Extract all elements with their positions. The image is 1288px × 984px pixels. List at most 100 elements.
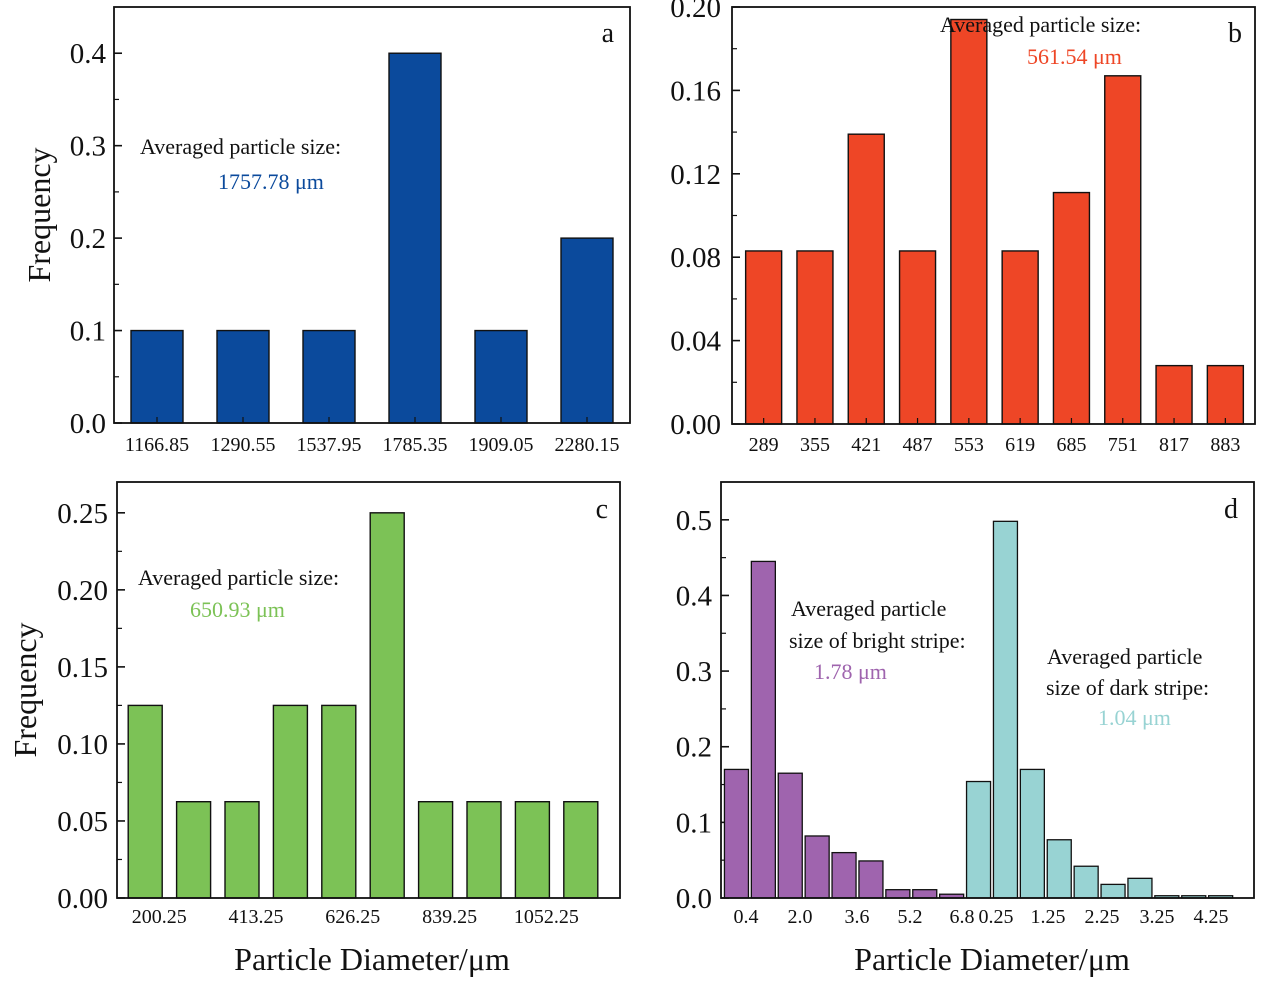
xtick-label: 0.25: [979, 906, 1014, 928]
bar: [1052, 191, 1091, 425]
bar: [1155, 364, 1193, 425]
xtick-label: 289: [749, 434, 779, 456]
bar: [302, 329, 356, 424]
xtick-label: 355: [800, 434, 830, 456]
bar-dark: [1046, 839, 1072, 899]
annotation-label: Averaged particle size:: [138, 565, 339, 590]
bar: [847, 133, 885, 425]
bar: [127, 704, 163, 899]
bar-bright: [885, 889, 911, 899]
bar: [224, 801, 260, 899]
bar-dark: [992, 520, 1019, 899]
xtick-label: 626.25: [325, 906, 380, 928]
bar: [898, 250, 937, 425]
ytick-label: 0.04: [670, 326, 721, 358]
bar: [417, 801, 454, 899]
plot-frame: [731, 6, 1256, 425]
bar-bright: [912, 889, 938, 899]
ytick-label: 0.1: [676, 807, 712, 839]
annotation-dark-value: 1.04 μm: [1098, 705, 1171, 730]
xtick-label: 1166.85: [125, 434, 189, 456]
ytick-label: 0.00: [670, 409, 721, 441]
ytick-label: 0.2: [70, 223, 106, 255]
bar: [950, 18, 988, 425]
panel-b: 0.00 0.04 0.08 0.12 0.16 0.20 289 355 421 487 553 6…: [670, 0, 1256, 456]
bar: [369, 512, 405, 899]
xtick-label: 1.25: [1031, 906, 1066, 928]
xtick-label: 1909.05: [469, 434, 534, 456]
xtick-label: 2.25: [1085, 906, 1120, 928]
ytick-label: 0.08: [670, 242, 721, 274]
plot-frame: [113, 6, 631, 424]
bar: [1104, 75, 1142, 425]
xtick-label: 553: [954, 434, 984, 456]
bar: [514, 801, 551, 899]
annotation-value: 650.93 μm: [190, 597, 285, 622]
ytick-label: 0.4: [70, 38, 107, 70]
annotation-bright-line1: Averaged particle: [791, 596, 946, 621]
xtick-label: 685: [1056, 434, 1086, 456]
xtick-label: 817: [1159, 434, 1189, 456]
xtick-label: 883: [1210, 434, 1240, 456]
panel-a: 0.0 0.1 0.2 0.3 0.4 1166.85 1290.55 1537.95 1785…: [70, 6, 631, 456]
ylabel-top: Frequency: [21, 147, 57, 282]
ytick-label: 0.4: [676, 580, 713, 612]
xtick-label: 487: [903, 434, 933, 456]
bar: [321, 704, 357, 899]
panel-c: 0.00 0.05 0.10 0.15 0.20 0.25 200.25 413.25 626.…: [57, 481, 621, 928]
ytick-label: 0.0: [70, 408, 106, 440]
bar-dark: [1019, 768, 1045, 899]
annotation-dark-line1: Averaged particle: [1047, 644, 1202, 669]
ytick-label: 0.15: [57, 652, 108, 684]
ytick-label: 0.5: [676, 505, 712, 537]
ytick-label: 0.10: [57, 729, 108, 761]
bar-bright: [858, 860, 884, 899]
xtick-label: 200.25: [132, 906, 187, 928]
plot-frame: [720, 481, 1255, 899]
bar: [560, 237, 614, 424]
xtick-label: 2280.15: [555, 434, 620, 456]
ytick-label: 0.20: [57, 575, 108, 607]
xtick-label: 619: [1005, 434, 1035, 456]
bar: [796, 250, 834, 425]
bar-bright: [831, 851, 857, 899]
plot-frame: [116, 481, 621, 899]
bar-dark: [1073, 865, 1099, 899]
ytick-label: 0.1: [70, 316, 106, 348]
ytick-label: 0.05: [57, 806, 108, 838]
bar: [466, 801, 502, 899]
xtick-label: 1290.55: [211, 434, 276, 456]
bar: [1206, 364, 1245, 425]
xtick-label: 1785.35: [383, 434, 448, 456]
panel-letter: c: [596, 494, 608, 525]
xtick-label: 751: [1108, 434, 1138, 456]
bar-bright: [750, 560, 776, 899]
panel-letter: d: [1224, 494, 1238, 525]
bar: [175, 801, 212, 899]
bar: [130, 329, 184, 424]
bar-bright: [804, 835, 830, 899]
bar: [1001, 250, 1039, 425]
bar: [272, 704, 309, 899]
ytick-label: 0.12: [670, 159, 721, 191]
annotation-bright-value: 1.78 μm: [814, 659, 887, 684]
ytick-label: 0.20: [670, 0, 721, 24]
bar-dark: [1127, 877, 1153, 899]
ytick-label: 0.2: [676, 732, 712, 764]
xtick-label: 0.4: [734, 906, 759, 928]
bar: [563, 801, 599, 899]
xlabel-left: Particle Diameter/μm: [234, 941, 510, 977]
annotation-dark-line2: size of dark stripe:: [1046, 675, 1209, 700]
bar-bright: [723, 768, 750, 899]
xtick-label: 4.25: [1194, 906, 1229, 928]
panel-d: 0.0 0.1 0.2 0.3 0.4 0.5 0.4 2.0 3.6 5.2 6.8 0.25 1.2…: [676, 481, 1255, 928]
xtick-label: 413.25: [229, 906, 284, 928]
bar: [474, 329, 528, 424]
annotation-value: 1757.78 μm: [218, 169, 324, 194]
bar-dark: [1100, 883, 1126, 899]
annotation-label: Averaged particle size:: [940, 12, 1141, 37]
ylabel-bottom: Frequency: [7, 622, 43, 757]
xlabel-right: Particle Diameter/μm: [854, 941, 1130, 977]
annotation-bright-line2: size of bright stripe:: [789, 628, 966, 653]
